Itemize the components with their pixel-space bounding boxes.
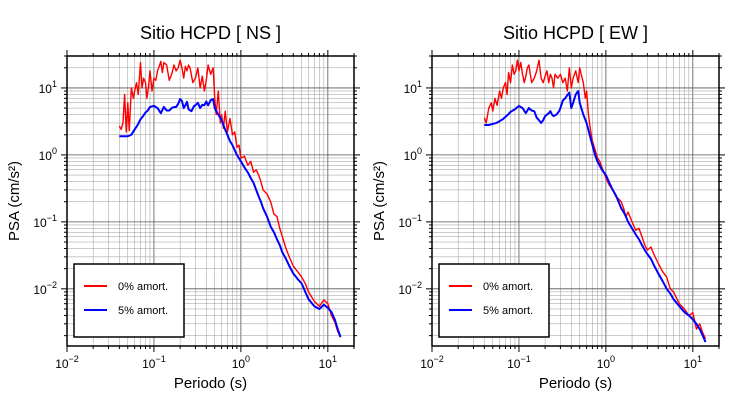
y-tick-label-exponent: 1 [52, 79, 57, 89]
y-tick-label-exponent: −2 [47, 280, 57, 290]
x-tick-label-base: 10 [319, 357, 333, 371]
x-tick-label: 10−2 [55, 354, 79, 371]
chart-title: Sitio HCPD [ NS ] [140, 23, 281, 43]
x-tick-label: 10−2 [420, 354, 444, 371]
legend-label-0: 0% amort. [483, 281, 533, 293]
x-tick-label: 100 [232, 354, 250, 371]
y-axis-label: PSA (cm/s²) [371, 161, 388, 241]
y-tick-label: 10−2 [33, 280, 57, 297]
y-tick-label-base: 10 [398, 283, 412, 297]
legend-label-1: 5% amort. [118, 305, 168, 317]
x-tick-label-exponent: −1 [520, 354, 530, 364]
legend-box [438, 263, 550, 338]
y-tick-label-base: 10 [39, 82, 53, 96]
x-tick-label-base: 10 [597, 357, 611, 371]
y-tick-label: 101 [404, 79, 422, 96]
plot-frame [431, 55, 720, 347]
y-tick-label-exponent: −2 [412, 280, 422, 290]
series-line-0 [118, 59, 342, 338]
x-tick-label: 10−1 [142, 354, 166, 371]
x-tick-label-base: 10 [232, 357, 246, 371]
x-tick-label-base: 10 [420, 357, 434, 371]
y-tick-label-exponent: −1 [412, 213, 422, 223]
y-tick-label-base: 10 [39, 149, 53, 163]
chart-title: Sitio HCPD [ EW ] [503, 23, 648, 43]
legend-label-1: 5% amort. [483, 305, 533, 317]
x-axis-label: Periodo (s) [174, 375, 247, 392]
y-tick-label: 101 [39, 79, 57, 96]
x-tick-label-base: 10 [507, 357, 521, 371]
x-axis-label: Periodo (s) [539, 375, 612, 392]
x-tick-label: 100 [597, 354, 615, 371]
axis-ticks [426, 50, 725, 352]
y-tick-label-base: 10 [398, 216, 412, 230]
x-tick-label-exponent: −2 [434, 354, 444, 364]
series-line-1 [119, 98, 342, 338]
legend-box [73, 263, 185, 338]
x-tick-label-exponent: 1 [697, 354, 702, 364]
x-tick-label-base: 10 [142, 357, 156, 371]
y-tick-label-exponent: 1 [417, 79, 422, 89]
y-tick-label-base: 10 [404, 149, 418, 163]
legend: 0% amort. 5% amort. [73, 263, 185, 338]
y-tick-label: 100 [39, 146, 57, 163]
y-tick-label-exponent: −1 [47, 213, 57, 223]
y-tick-label-base: 10 [33, 283, 47, 297]
x-tick-label-exponent: −1 [155, 354, 165, 364]
x-tick-label: 101 [684, 354, 702, 371]
y-tick-label-base: 10 [33, 216, 47, 230]
x-tick-label-exponent: −2 [69, 354, 79, 364]
axis-ticks [61, 50, 360, 352]
x-tick-label-exponent: 1 [332, 354, 337, 364]
legend: 0% amort. 5% amort. [438, 263, 550, 338]
x-tick-label: 10−1 [507, 354, 531, 371]
y-tick-label: 10−2 [398, 280, 422, 297]
x-tick-label-exponent: 0 [245, 354, 250, 364]
series-line-1 [484, 90, 707, 343]
y-tick-label-exponent: 0 [52, 146, 57, 156]
y-tick-label: 10−1 [33, 213, 57, 230]
series-line-0 [483, 59, 707, 339]
x-tick-label-base: 10 [55, 357, 69, 371]
x-tick-label-exponent: 0 [610, 354, 615, 364]
y-tick-label-base: 10 [404, 82, 418, 96]
x-tick-label-base: 10 [684, 357, 698, 371]
x-tick-label: 101 [319, 354, 337, 371]
y-tick-label: 10−1 [398, 213, 422, 230]
y-tick-label: 100 [404, 146, 422, 163]
legend-label-0: 0% amort. [118, 281, 168, 293]
plot-frame [66, 55, 355, 347]
y-axis-label: PSA (cm/s²) [6, 161, 23, 241]
y-tick-label-exponent: 0 [417, 146, 422, 156]
